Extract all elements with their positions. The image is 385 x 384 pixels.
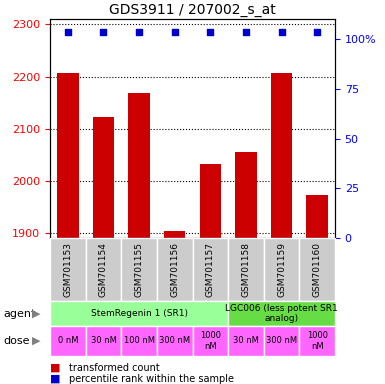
Text: dose: dose bbox=[4, 336, 30, 346]
Point bbox=[65, 29, 71, 35]
Bar bbox=[235, 152, 257, 238]
Text: 1000
nM: 1000 nM bbox=[306, 331, 328, 351]
Text: 0 nM: 0 nM bbox=[58, 336, 78, 346]
Bar bbox=[199, 164, 221, 238]
Bar bbox=[164, 231, 186, 238]
Text: GSM701157: GSM701157 bbox=[206, 242, 215, 297]
Text: GSM701156: GSM701156 bbox=[170, 242, 179, 297]
Text: transformed count: transformed count bbox=[69, 363, 160, 373]
Point bbox=[100, 29, 107, 35]
Text: 1000
nM: 1000 nM bbox=[200, 331, 221, 351]
Text: 300 nM: 300 nM bbox=[266, 336, 297, 346]
Text: ▶: ▶ bbox=[32, 336, 40, 346]
Point bbox=[172, 29, 178, 35]
Bar bbox=[128, 93, 150, 238]
Bar bbox=[57, 73, 79, 238]
Point bbox=[207, 29, 213, 35]
Text: GSM701160: GSM701160 bbox=[313, 242, 321, 297]
Text: 300 nM: 300 nM bbox=[159, 336, 190, 346]
Text: 100 nM: 100 nM bbox=[124, 336, 155, 346]
Bar bbox=[271, 73, 292, 238]
Text: GSM701155: GSM701155 bbox=[135, 242, 144, 297]
Point bbox=[314, 29, 320, 35]
Text: 30 nM: 30 nM bbox=[90, 336, 116, 346]
Text: GSM701159: GSM701159 bbox=[277, 242, 286, 297]
Text: ▶: ▶ bbox=[32, 308, 40, 319]
Text: GSM701154: GSM701154 bbox=[99, 242, 108, 297]
Text: percentile rank within the sample: percentile rank within the sample bbox=[69, 374, 234, 384]
Text: GSM701153: GSM701153 bbox=[64, 242, 72, 297]
Text: LGC006 (less potent SR1
analog): LGC006 (less potent SR1 analog) bbox=[225, 304, 338, 323]
Bar bbox=[93, 117, 114, 238]
Text: ■: ■ bbox=[50, 374, 60, 384]
Text: 30 nM: 30 nM bbox=[233, 336, 259, 346]
Point bbox=[278, 29, 285, 35]
Title: GDS3911 / 207002_s_at: GDS3911 / 207002_s_at bbox=[109, 3, 276, 17]
Bar bbox=[306, 195, 328, 238]
Text: agent: agent bbox=[4, 308, 36, 319]
Point bbox=[136, 29, 142, 35]
Text: StemRegenin 1 (SR1): StemRegenin 1 (SR1) bbox=[90, 309, 187, 318]
Point bbox=[243, 29, 249, 35]
Text: ■: ■ bbox=[50, 363, 60, 373]
Text: GSM701158: GSM701158 bbox=[241, 242, 250, 297]
